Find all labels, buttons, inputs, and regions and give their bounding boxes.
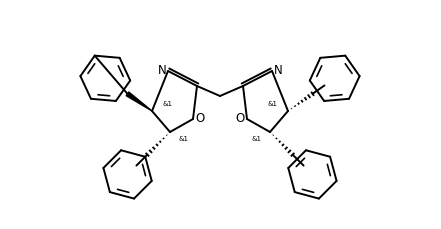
Text: &1: &1 <box>178 135 188 141</box>
Text: O: O <box>235 112 245 125</box>
Polygon shape <box>126 93 152 112</box>
Text: N: N <box>157 64 166 77</box>
Text: &1: &1 <box>162 101 172 106</box>
Text: &1: &1 <box>268 101 278 106</box>
Text: N: N <box>273 64 282 77</box>
Text: &1: &1 <box>252 135 262 141</box>
Text: O: O <box>195 112 205 125</box>
